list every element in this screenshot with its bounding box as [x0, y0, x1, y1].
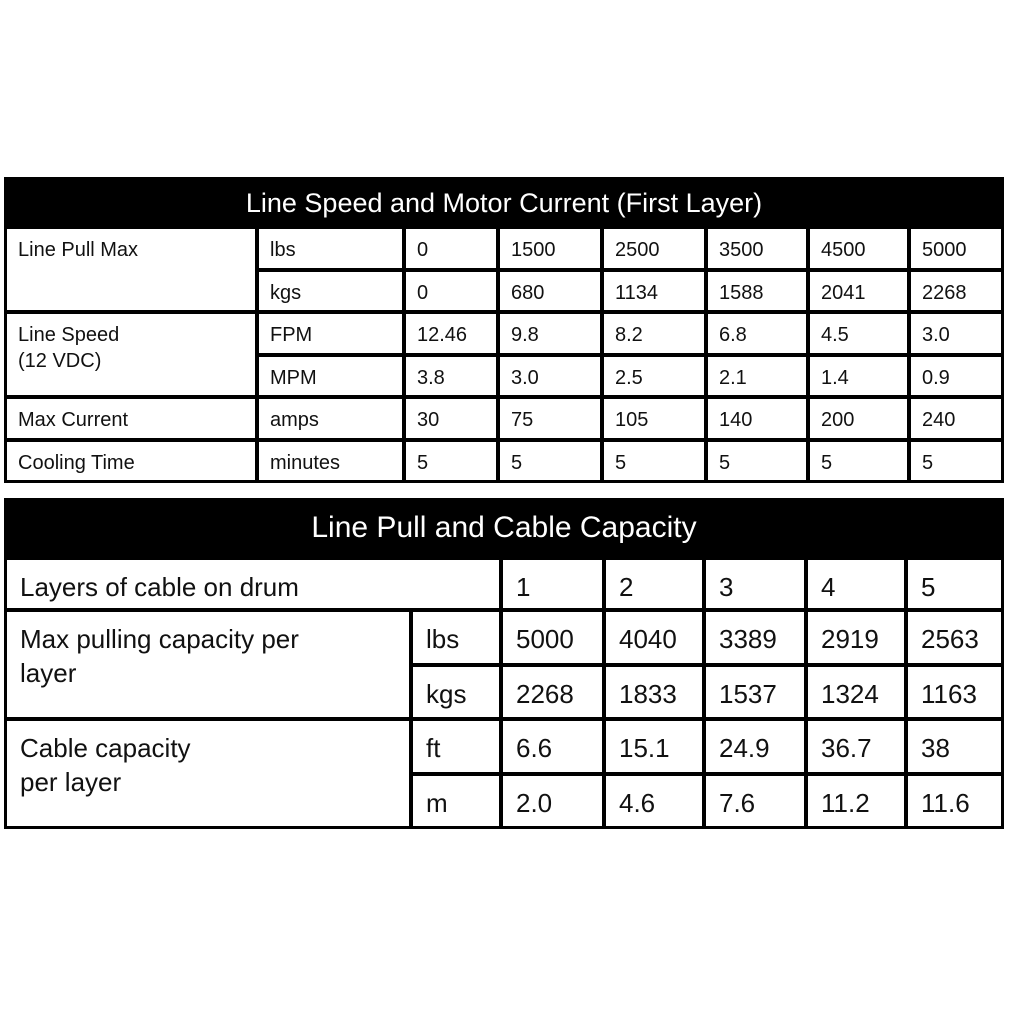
unit-cell: MPM	[259, 356, 402, 395]
value-cell: 1163	[908, 666, 1001, 717]
value-cell: 5	[708, 441, 806, 480]
header-layer-number: 5	[908, 560, 1001, 608]
value-cell: 3500	[708, 229, 806, 268]
value-cell: 5	[604, 441, 704, 480]
table-title: Line Speed and Motor Current (First Laye…	[7, 177, 1001, 225]
value-cell: 3.0	[500, 356, 600, 395]
value-cell: 140	[708, 399, 806, 438]
header-layer-number: 1	[503, 560, 602, 608]
header-label: Layers of cable on drum	[7, 560, 499, 608]
value-cell: 24.9	[706, 721, 804, 772]
value-cell: 1537	[706, 666, 804, 717]
value-cell: 30	[406, 399, 496, 438]
value-cell: 11.6	[908, 775, 1001, 826]
value-cell: 5	[810, 441, 907, 480]
value-cell: 5000	[911, 229, 1001, 268]
value-cell: 3389	[706, 612, 804, 663]
value-cell: 2268	[503, 666, 602, 717]
value-cell: 5	[406, 441, 496, 480]
value-cell: 11.2	[808, 775, 904, 826]
value-cell: 200	[810, 399, 907, 438]
line-speed-motor-current-table: Line Speed and Motor Current (First Laye…	[4, 177, 1004, 483]
value-cell: 2919	[808, 612, 904, 663]
value-cell: 4500	[810, 229, 907, 268]
value-cell: 2.5	[604, 356, 704, 395]
header-layer-number: 4	[808, 560, 904, 608]
value-cell: 1833	[606, 666, 702, 717]
value-cell: 4.5	[810, 314, 907, 353]
value-cell: 5	[500, 441, 600, 480]
value-cell: 3.8	[406, 356, 496, 395]
unit-cell: m	[413, 775, 499, 826]
row-group-label: Line Speed (12 VDC)	[7, 314, 255, 395]
value-cell: 1588	[708, 271, 806, 310]
row-group-label: Cooling Time	[7, 441, 255, 480]
value-cell: 1.4	[810, 356, 907, 395]
value-cell: 6.8	[708, 314, 806, 353]
value-cell: 3.0	[911, 314, 1001, 353]
value-cell: 38	[908, 721, 1001, 772]
value-cell: 8.2	[604, 314, 704, 353]
value-cell: 1134	[604, 271, 704, 310]
value-cell: 105	[604, 399, 704, 438]
value-cell: 0	[406, 229, 496, 268]
value-cell: 0.9	[911, 356, 1001, 395]
value-cell: 2.0	[503, 775, 602, 826]
value-cell: 1324	[808, 666, 904, 717]
unit-cell: minutes	[259, 441, 402, 480]
value-cell: 2563	[908, 612, 1001, 663]
value-cell: 2500	[604, 229, 704, 268]
value-cell: 75	[500, 399, 600, 438]
row-group-label: Max pulling capacity per layer	[7, 612, 409, 717]
value-cell: 240	[911, 399, 1001, 438]
value-cell: 1500	[500, 229, 600, 268]
unit-cell: kgs	[259, 271, 402, 310]
row-group-label: Line Pull Max	[7, 229, 255, 310]
value-cell: 0	[406, 271, 496, 310]
value-cell: 36.7	[808, 721, 904, 772]
value-cell: 5	[911, 441, 1001, 480]
row-group-label: Cable capacity per layer	[7, 721, 409, 826]
value-cell: 4040	[606, 612, 702, 663]
value-cell: 4.6	[606, 775, 702, 826]
value-cell: 6.6	[503, 721, 602, 772]
value-cell: 5000	[503, 612, 602, 663]
unit-cell: amps	[259, 399, 402, 438]
value-cell: 15.1	[606, 721, 702, 772]
unit-cell: lbs	[259, 229, 402, 268]
value-cell: 2.1	[708, 356, 806, 395]
value-cell: 2268	[911, 271, 1001, 310]
line-pull-cable-capacity-table: Line Pull and Cable Capacity Layers of c…	[4, 498, 1004, 829]
table-title: Line Pull and Cable Capacity	[7, 498, 1001, 556]
header-layer-number: 3	[706, 560, 804, 608]
value-cell: 680	[500, 271, 600, 310]
unit-cell: lbs	[413, 612, 499, 663]
value-cell: 9.8	[500, 314, 600, 353]
value-cell: 7.6	[706, 775, 804, 826]
unit-cell: ft	[413, 721, 499, 772]
unit-cell: FPM	[259, 314, 402, 353]
unit-cell: kgs	[413, 666, 499, 717]
header-layer-number: 2	[606, 560, 702, 608]
row-group-label: Max Current	[7, 399, 255, 438]
value-cell: 2041	[810, 271, 907, 310]
value-cell: 12.46	[406, 314, 496, 353]
